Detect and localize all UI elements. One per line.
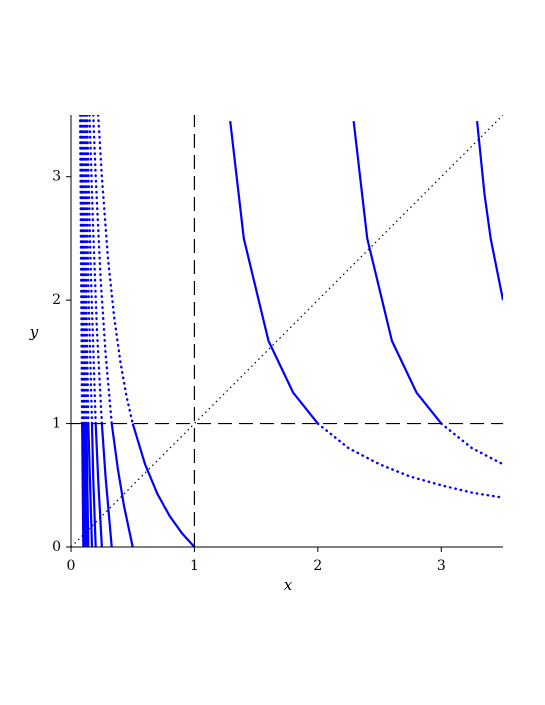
curve (81, 423, 85, 547)
x-axis-label: x (284, 576, 293, 594)
y-tick-label: 2 (52, 292, 61, 308)
x-tick-label: 3 (437, 558, 446, 574)
curve (352, 121, 443, 425)
y-tick-label: 3 (52, 169, 61, 185)
curve (100, 423, 113, 547)
curve (110, 423, 134, 547)
curve (90, 423, 97, 547)
curve (92, 115, 113, 425)
curve (87, 423, 94, 547)
x-tick-label: 2 (313, 558, 322, 574)
reference-line (71, 115, 503, 547)
curve (94, 423, 103, 547)
curve (81, 115, 88, 425)
curve (316, 422, 503, 499)
curve (84, 115, 94, 425)
curve (85, 115, 97, 425)
curve (83, 115, 90, 425)
curve (85, 423, 90, 547)
curve (475, 121, 503, 301)
curve (88, 115, 104, 425)
curve (229, 121, 319, 425)
x-tick-label: 1 (190, 558, 199, 574)
curve (440, 422, 503, 466)
y-tick-label: 0 (52, 539, 61, 555)
curve (131, 423, 196, 547)
curve (96, 115, 134, 425)
y-tick-label: 1 (52, 416, 61, 432)
x-tick-label: 0 (67, 558, 76, 574)
curve (78, 115, 84, 425)
y-axis-label: y (29, 323, 39, 341)
curve (82, 423, 86, 547)
curve (83, 423, 88, 547)
